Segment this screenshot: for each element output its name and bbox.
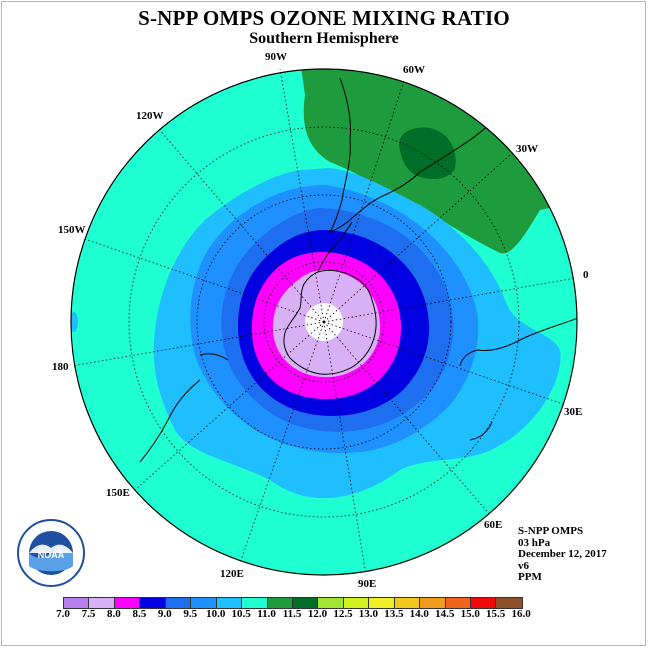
colorbar-segment: [369, 598, 395, 608]
coastline-madagascar: [469, 421, 493, 441]
colorbar-segment: [318, 598, 344, 608]
longitude-labels: 90W 60W 30W 0 30E 60E 90E 120E 150E 180 …: [52, 51, 589, 590]
colorbar-segment: [292, 598, 319, 608]
colorbar-tick-label: 9.0: [157, 608, 172, 620]
colorbar-tick-label: 14.5: [435, 608, 455, 620]
label-0: 0: [583, 269, 589, 281]
page-subtitle: Southern Hemisphere: [249, 30, 399, 47]
coastline-antarctica: [283, 269, 377, 375]
meridian-120e: [239, 321, 325, 564]
meridian-90w: [279, 68, 325, 323]
label-150w: 150W: [58, 224, 86, 236]
noaa-logo-text: NOAA: [38, 550, 65, 560]
meridian-150w: [81, 237, 325, 323]
label-30e: 30E: [564, 406, 582, 418]
latitude-circle-70s: [263, 261, 385, 383]
colorbar: [63, 597, 523, 609]
coastline-australia: [139, 379, 201, 463]
colorbar-tick-label: 8.0: [107, 608, 121, 620]
colorbar-tick-label: 7.5: [81, 608, 96, 620]
noaa-logo: NOAA: [17, 519, 85, 587]
info-units: PPM: [518, 571, 542, 583]
coastline-antarctic-peninsula: [317, 221, 353, 273]
colorbar-segment: [242, 598, 268, 608]
meridian-90e: [323, 321, 367, 576]
colorbar-tick-label: 10.5: [231, 608, 251, 620]
colorbar-tick-label: 7.0: [56, 608, 70, 620]
coastline-africa: [459, 317, 577, 367]
meridian-30e: [323, 321, 567, 406]
label-120e: 120E: [220, 568, 244, 580]
colorbar-segment: [114, 598, 141, 608]
colorbar-segment: [216, 598, 243, 608]
label-150e: 150E: [106, 487, 130, 499]
coastline-new-zealand: [199, 353, 229, 361]
field-blob-east: [567, 236, 577, 264]
colorbar-segment: [420, 598, 446, 608]
label-90w: 90W: [265, 51, 287, 63]
colorbar-segment: [64, 598, 90, 608]
label-30w: 30W: [516, 143, 538, 155]
colorbar-segment: [496, 598, 522, 608]
colorbar-segment: [165, 598, 192, 608]
map-field: [71, 69, 577, 575]
colorbar-segment: [267, 598, 293, 608]
colorbar-tick-label: 15.0: [460, 608, 480, 620]
label-60w: 60W: [403, 64, 425, 76]
info-level: 03 hPa: [518, 536, 551, 549]
colorbar-tick-labels: 7.0 7.5 8.0 8.5 9.0 9.5 10.0 10.5 11.0 11.5 12.0 12…: [54, 608, 594, 622]
colorbar-tick-label: 12.0: [307, 608, 328, 620]
info-date: December 12, 2017: [518, 548, 607, 560]
info-version: v6: [518, 559, 529, 572]
page-title: S-NPP OMPS OZONE MIXING RATIO: [138, 6, 510, 30]
label-180: 180: [52, 361, 69, 373]
colorbar-segment: [445, 598, 471, 608]
label-90e: 90E: [358, 578, 376, 590]
latitude-circle-50s: [196, 194, 452, 450]
colorbar-tick-label: 8.5: [132, 608, 147, 620]
colorbar-tick-label: 13.0: [358, 608, 379, 620]
coastline-south-america: [328, 77, 521, 233]
map-boundary-circle: [70, 68, 578, 576]
coastlines: [139, 77, 577, 463]
meridian-180: [71, 321, 325, 367]
colorbar-segment: [140, 598, 166, 608]
colorbar-tick-label: 12.5: [333, 608, 353, 620]
label-120w: 120W: [136, 110, 164, 122]
colorbar-tick-label: 14.0: [409, 608, 429, 620]
colorbar-segment: [191, 598, 217, 608]
info-block: S-NPP OMPS 03 hPa December 12, 2017 v6 P…: [518, 525, 607, 584]
info-instrument: S-NPP OMPS: [518, 525, 584, 537]
meridian-0: [323, 277, 577, 323]
colorbar-segment: [89, 598, 115, 608]
meridian-120w: [157, 127, 325, 323]
field-blob-west: [71, 312, 78, 332]
colorbar-segment: [471, 598, 497, 608]
graticule: [71, 68, 577, 576]
meridian-30w: [323, 154, 511, 323]
meridian-60e: [323, 321, 491, 516]
colorbar-tick-label: 11.5: [282, 608, 302, 620]
colorbar-tick-label: 16.0: [511, 608, 531, 620]
colorbar-segment: [343, 598, 370, 608]
colorbar-tick-label: 15.5: [486, 608, 506, 620]
label-60e: 60E: [484, 519, 502, 531]
colorbar-tick-label: 13.5: [384, 608, 404, 620]
colorbar-tick-label: 9.5: [183, 608, 198, 620]
colorbar-tick-label: 10.0: [206, 608, 226, 620]
latitude-circle-30s: [128, 126, 520, 518]
colorbar-segment: [394, 598, 421, 608]
colorbar-tick-label: 11.0: [257, 608, 276, 620]
